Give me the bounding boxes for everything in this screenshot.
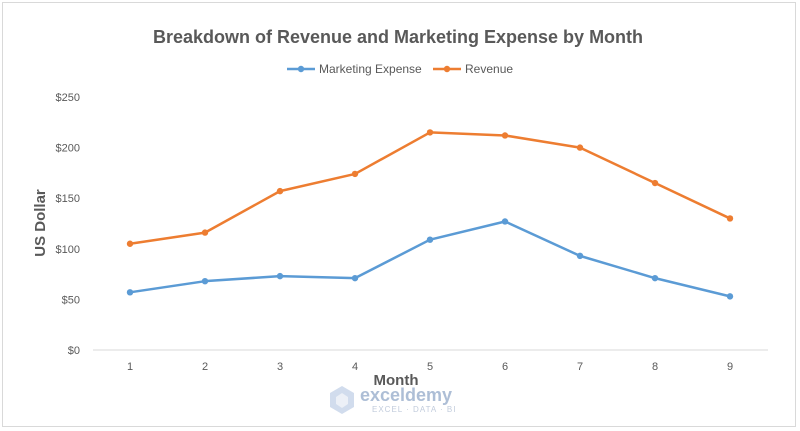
x-tick-label: 7 — [577, 361, 583, 373]
y-tick-label: $150 — [56, 193, 80, 205]
series-line — [129, 220, 731, 298]
data-point — [501, 132, 509, 139]
x-tick-label: 5 — [427, 361, 433, 373]
watermark-tagline: EXCEL · DATA · BI — [372, 405, 456, 414]
chart-title: Breakdown of Revenue and Marketing Expen… — [153, 27, 643, 47]
data-point — [126, 240, 134, 247]
watermark-brand: exceldemy — [360, 385, 452, 405]
legend-marker — [297, 65, 305, 73]
y-axis-ticks: $0 $50 $100 $150 $200 $250 — [56, 92, 80, 357]
legend-item: Revenue — [433, 62, 513, 76]
y-axis-label: US Dollar — [32, 189, 49, 257]
chart-frame — [2, 2, 796, 427]
series-revenue — [126, 129, 734, 247]
data-point — [426, 236, 434, 243]
y-tick-label: $0 — [68, 345, 80, 357]
y-tick-label: $250 — [56, 92, 80, 104]
x-tick-label: 9 — [727, 361, 733, 373]
legend-marker — [443, 65, 451, 73]
x-tick-label: 3 — [277, 361, 283, 373]
y-tick-label: $200 — [56, 143, 80, 155]
data-point — [576, 144, 584, 151]
watermark-logo: exceldemy EXCEL · DATA · BI — [330, 385, 456, 414]
legend-item: Marketing Expense — [287, 62, 422, 76]
data-point — [201, 229, 209, 236]
data-point — [201, 277, 209, 285]
data-point — [351, 170, 359, 178]
data-point — [726, 215, 734, 222]
data-point — [501, 218, 509, 225]
legend-label: Marketing Expense — [319, 62, 422, 76]
data-point — [351, 274, 359, 282]
series-group — [126, 129, 734, 300]
data-point — [651, 179, 659, 187]
x-tick-label: 8 — [652, 361, 658, 373]
x-tick-label: 4 — [352, 361, 358, 373]
x-axis-ticks: 1 2 3 4 5 6 7 8 9 — [127, 361, 733, 373]
x-tick-label: 6 — [502, 361, 508, 373]
x-tick-label: 1 — [127, 361, 133, 373]
data-point — [576, 252, 584, 260]
x-axis-label: Month — [374, 372, 419, 389]
data-point — [276, 187, 284, 195]
series-line — [129, 131, 731, 245]
legend-label: Revenue — [465, 62, 513, 76]
data-point — [426, 129, 434, 136]
data-point — [651, 274, 659, 282]
x-tick-label: 2 — [202, 361, 208, 373]
data-point — [276, 272, 284, 280]
legend: Marketing Expense Revenue — [287, 62, 513, 76]
y-tick-label: $50 — [62, 294, 80, 306]
data-point — [126, 289, 134, 296]
y-tick-label: $100 — [56, 244, 80, 256]
series-marketing-expense — [126, 218, 734, 300]
data-point — [726, 293, 734, 300]
